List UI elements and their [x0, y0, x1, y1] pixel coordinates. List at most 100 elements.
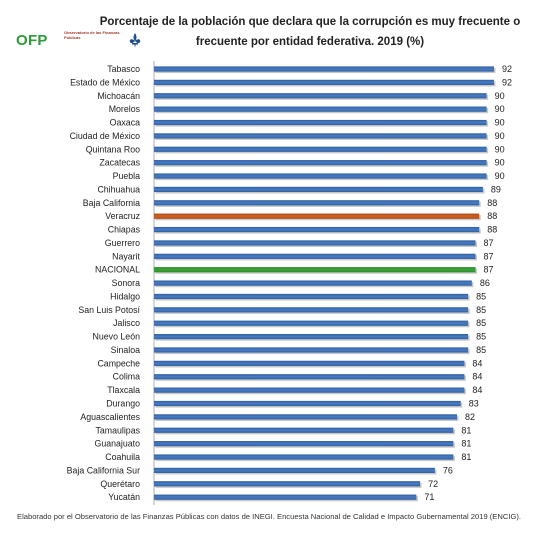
category-label-campeche: Campeche	[97, 358, 140, 368]
category-label-hidalgo: Hidalgo	[110, 291, 140, 301]
bar-sonora	[154, 280, 472, 286]
bar-guerrero	[154, 240, 476, 246]
value-label-oaxaca: 90	[495, 118, 505, 128]
value-label-veracruz: 88	[487, 211, 497, 221]
category-label-guanajuato: Guanajuato	[95, 439, 141, 449]
bar-durango	[154, 400, 461, 407]
category-label-chiapas: Chiapas	[108, 225, 141, 235]
bar-morelos	[154, 106, 487, 112]
bar-yucatan	[154, 494, 417, 500]
category-label-nayarit: Nayarit	[112, 251, 140, 261]
category-label-morelos: Morelos	[109, 104, 141, 114]
value-label-morelos: 90	[495, 104, 505, 114]
category-label-baja-california-sur: Baja California Sur	[67, 465, 140, 475]
category-label-tabasco: Tabasco	[107, 64, 140, 74]
bar-estado-de-mexico	[154, 79, 494, 85]
value-label-queretaro: 72	[428, 479, 438, 489]
bar-campeche	[154, 360, 465, 366]
category-label-colima: Colima	[113, 372, 140, 382]
value-label-estado-de-mexico: 92	[502, 77, 512, 87]
ofp-logo: OFP Observatorio de las Finanzas Pública…	[16, 24, 156, 60]
category-label-nacional: NACIONAL	[95, 265, 140, 275]
category-label-durango: Durango	[106, 399, 140, 409]
bar-san-luis-potosi	[154, 307, 469, 313]
value-label-yucatan: 71	[424, 492, 434, 502]
bar-baja-california-sur	[154, 467, 435, 473]
footnote: Elaborado por el Observatorio de las Fin…	[17, 512, 521, 521]
category-label-oaxaca: Oaxaca	[110, 118, 140, 128]
value-label-durango: 83	[469, 399, 479, 409]
bar-ciudad-de-mexico	[154, 133, 487, 139]
category-label-michoacan: Michoacán	[97, 91, 140, 101]
category-label-queretaro: Querétaro	[100, 479, 140, 489]
bar-veracruz	[154, 213, 480, 219]
value-label-tlaxcala: 84	[472, 385, 482, 395]
bar-queretaro	[154, 481, 421, 487]
value-label-guerrero: 87	[484, 238, 494, 248]
category-label-chihuahua: Chihuahua	[97, 184, 140, 194]
bar-guanajuato	[154, 441, 454, 447]
bar-tamaulipas	[154, 427, 454, 433]
category-label-zacatecas: Zacatecas	[99, 158, 140, 168]
bar-nayarit	[154, 253, 476, 259]
bar-chart: Tabasco 92 Estado de México 92 Michoacán 90 Mo…	[67, 61, 512, 505]
category-label-coahuila: Coahuila	[105, 452, 140, 462]
bar-nacional	[154, 267, 476, 273]
value-label-nacional: 87	[484, 265, 494, 275]
value-label-nayarit: 87	[484, 251, 494, 261]
value-label-puebla: 90	[495, 171, 505, 181]
value-label-sinaloa: 85	[476, 345, 486, 355]
category-label-ciudad-de-mexico: Ciudad de México	[70, 131, 141, 141]
value-label-san-luis-potosi: 85	[476, 305, 486, 315]
value-label-guanajuato: 81	[461, 439, 471, 449]
category-label-quintana-roo: Quintana Roo	[86, 144, 140, 154]
value-label-aguascalientes: 82	[465, 412, 475, 422]
category-label-sonora: Sonora	[112, 278, 140, 288]
value-label-campeche: 84	[472, 358, 482, 368]
bar-sinaloa	[154, 347, 469, 353]
bar-michoacan	[154, 93, 487, 99]
bar-quintana-roo	[154, 146, 487, 152]
bar-baja-california	[154, 200, 480, 206]
bar-colima	[154, 374, 465, 380]
category-label-aguascalientes: Aguascalientes	[80, 412, 140, 422]
value-label-michoacan: 90	[495, 91, 505, 101]
bar-tlaxcala	[154, 387, 465, 393]
value-label-ciudad-de-mexico: 90	[495, 131, 505, 141]
bar-hidalgo	[154, 293, 469, 300]
category-label-yucatan: Yucatán	[108, 492, 140, 502]
category-label-tamaulipas: Tamaulipas	[96, 425, 141, 435]
category-label-jalisco: Jalisco	[113, 318, 140, 328]
bar-puebla	[154, 173, 487, 179]
category-label-estado-de-mexico: Estado de México	[70, 77, 140, 87]
bar-jalisco	[154, 320, 469, 326]
category-label-tlaxcala: Tlaxcala	[107, 385, 140, 395]
bar-chihuahua	[154, 186, 483, 193]
bar-coahuila	[154, 454, 454, 460]
category-label-san-luis-potosi: San Luis Potosí	[78, 305, 140, 315]
category-label-puebla: Puebla	[113, 171, 140, 181]
value-label-chiapas: 88	[487, 225, 497, 235]
value-label-baja-california: 88	[487, 198, 497, 208]
bar-oaxaca	[154, 119, 487, 126]
category-label-sinaloa: Sinaloa	[111, 345, 140, 355]
category-label-nuevo-leon: Nuevo León	[93, 332, 141, 342]
bar-chiapas	[154, 226, 480, 233]
value-label-quintana-roo: 90	[495, 144, 505, 154]
value-label-zacatecas: 90	[495, 158, 505, 168]
value-label-coahuila: 81	[461, 452, 471, 462]
value-label-sonora: 86	[480, 278, 490, 288]
value-label-hidalgo: 85	[476, 291, 486, 301]
fleur-de-lis-icon	[129, 33, 141, 48]
bar-zacatecas	[154, 160, 487, 166]
chart-title: Porcentaje de la población que declara q…	[99, 16, 521, 48]
value-label-tamaulipas: 81	[461, 425, 471, 435]
bar-aguascalientes	[154, 414, 458, 420]
category-label-guerrero: Guerrero	[105, 238, 140, 248]
value-label-tabasco: 92	[502, 64, 512, 74]
value-label-colima: 84	[472, 372, 482, 382]
logo-text: OFP	[16, 32, 48, 49]
category-label-baja-california: Baja California	[83, 198, 140, 208]
bar-nuevo-leon	[154, 334, 469, 340]
value-label-jalisco: 85	[476, 318, 486, 328]
